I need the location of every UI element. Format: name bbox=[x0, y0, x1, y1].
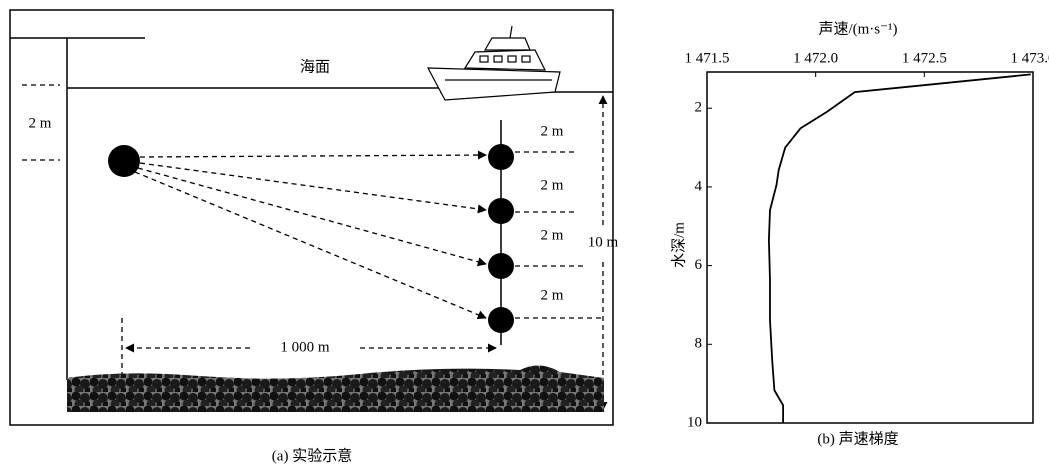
ray bbox=[135, 172, 486, 318]
spacing-label: 2 m bbox=[29, 115, 52, 131]
diagram: 海面 2 m 2 m 2 m 2 m 2 m 10 m bbox=[10, 10, 619, 464]
figure: 海面 2 m 2 m 2 m 2 m 2 m 10 m bbox=[0, 0, 1049, 467]
y-tick-label: 8 bbox=[695, 336, 703, 352]
ray bbox=[138, 168, 486, 264]
x-tick-label: 1 473.0 bbox=[1011, 50, 1049, 66]
receiver bbox=[488, 198, 514, 224]
y-tick-label: 2 bbox=[695, 100, 703, 116]
y-tick-label: 4 bbox=[695, 178, 703, 194]
spacing-label: 2 m bbox=[541, 177, 564, 193]
caption: (b) 声速梯度 bbox=[817, 429, 898, 447]
plot-frame bbox=[707, 72, 1033, 423]
y-tick-label: 10 bbox=[687, 414, 702, 430]
distance-label: 1 000 m bbox=[280, 339, 330, 355]
receiver bbox=[488, 144, 514, 170]
x-axis-label: 声速/(m·s⁻¹) bbox=[818, 19, 897, 37]
x-tick-label: 1 471.5 bbox=[685, 50, 730, 66]
spacing-label: 2 m bbox=[541, 123, 564, 139]
y-tick-label: 6 bbox=[695, 257, 703, 273]
chart: 声速/(m·s⁻¹) 水深/m (b) 声速梯度 1 471.5 1 472.0 1… bbox=[670, 19, 1049, 447]
receiver bbox=[488, 307, 514, 333]
ray bbox=[140, 163, 486, 210]
depth-label: 10 m bbox=[588, 234, 619, 250]
x-tick-label: 1 472.5 bbox=[902, 50, 947, 66]
spacing-label: 2 m bbox=[541, 287, 564, 303]
ray bbox=[140, 155, 486, 157]
ship bbox=[428, 26, 560, 100]
line bbox=[769, 74, 1031, 423]
sea-label: 海面 bbox=[300, 58, 330, 75]
caption: (a) 实验示意 bbox=[272, 446, 352, 464]
receiver bbox=[488, 253, 514, 279]
seabed bbox=[67, 365, 604, 412]
y-axis-label: 水深/m bbox=[670, 222, 687, 268]
x-tick-label: 1 472.0 bbox=[793, 50, 838, 66]
spacing-label: 2 m bbox=[541, 227, 564, 243]
